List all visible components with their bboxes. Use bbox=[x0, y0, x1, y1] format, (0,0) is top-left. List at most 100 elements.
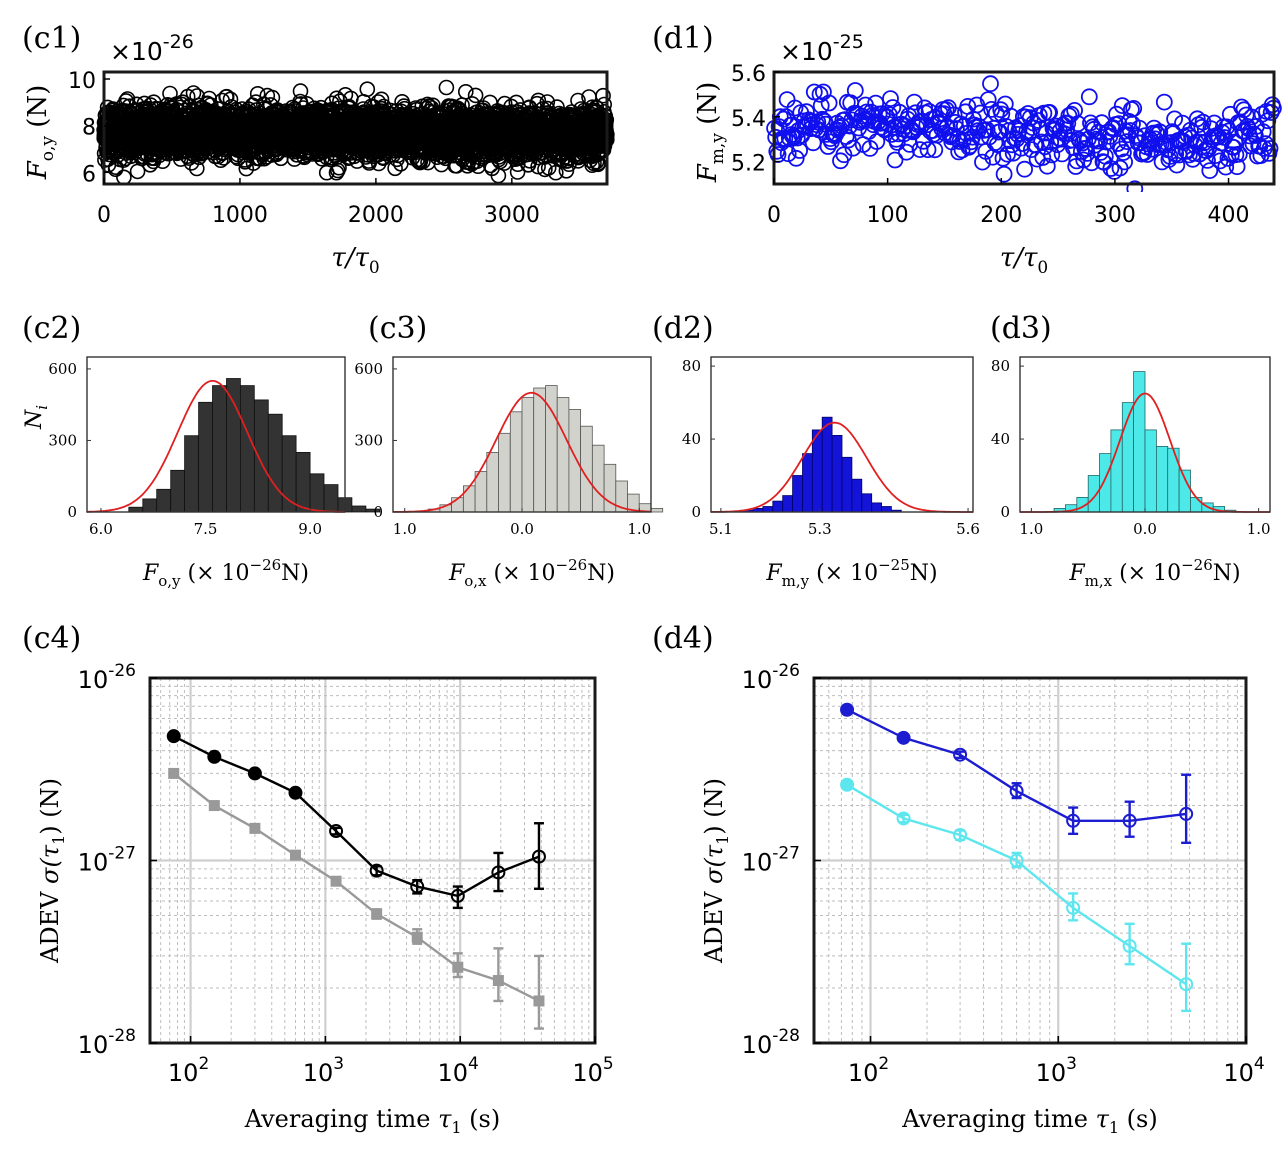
data-point bbox=[166, 729, 181, 744]
y-tick-label: 300 bbox=[48, 431, 77, 449]
y-axis-label: ADEV σ(τ1) (N) bbox=[700, 778, 732, 964]
histogram-bar bbox=[861, 493, 873, 513]
histogram-bars bbox=[427, 385, 664, 513]
data-point bbox=[1199, 151, 1216, 169]
y-tick-label: 40 bbox=[991, 430, 1010, 448]
histogram-bar bbox=[831, 434, 843, 513]
x-tick-label: 102 bbox=[168, 1054, 209, 1087]
data-point bbox=[1122, 939, 1137, 954]
data-point bbox=[1009, 784, 1024, 799]
histogram-bar bbox=[811, 429, 823, 513]
histogram-bar bbox=[881, 506, 892, 513]
data-point bbox=[411, 931, 423, 943]
series-1 bbox=[840, 777, 1194, 1013]
y-tick-label: 5.2 bbox=[731, 152, 766, 177]
gaussian-fit-curve bbox=[87, 380, 345, 513]
chart-c2: 6.0 7.5 9.0 0 300 600 Fo,y (× 10−26N) Ni bbox=[22, 356, 381, 590]
x-tick-label: 9.0 bbox=[298, 520, 322, 538]
y-tick-label: 10 bbox=[68, 69, 96, 94]
data-point bbox=[1254, 123, 1272, 141]
data-point bbox=[1126, 180, 1144, 192]
y-tick-label: 10-28 bbox=[742, 1026, 800, 1059]
y-tick-label: 10-26 bbox=[742, 661, 800, 694]
y-axis-label: Fo,y (N) bbox=[23, 85, 58, 181]
histogram-bar bbox=[295, 451, 311, 513]
data-point bbox=[896, 811, 911, 826]
x-tick-label: 102 bbox=[848, 1054, 889, 1087]
data-point bbox=[1053, 145, 1071, 163]
histogram-bar bbox=[782, 495, 794, 513]
x-tick-label: 0.0 bbox=[1133, 520, 1157, 538]
data-point bbox=[1066, 900, 1081, 915]
y-axis-label: ADEV σ(τ1) (N) bbox=[36, 778, 68, 964]
data-point bbox=[846, 82, 864, 99]
y-tick-label: 5.4 bbox=[731, 107, 766, 132]
histogram-bar bbox=[212, 385, 227, 513]
scatter-points bbox=[96, 79, 615, 186]
data-point bbox=[438, 79, 455, 96]
x-tick-label: 1.0 bbox=[1019, 520, 1043, 538]
histogram-bar bbox=[156, 488, 171, 513]
data-point bbox=[371, 908, 383, 920]
x-axis-label: Averaging time τ1 (s) bbox=[901, 1105, 1157, 1137]
histogram-bar bbox=[309, 473, 325, 513]
x-tick-label: 2000 bbox=[348, 203, 404, 228]
y-tick-label: 80 bbox=[682, 357, 701, 375]
plot-frame bbox=[710, 356, 974, 513]
data-point bbox=[1261, 140, 1279, 157]
data-point bbox=[558, 163, 575, 179]
data-point bbox=[330, 875, 342, 887]
data-point bbox=[882, 90, 899, 107]
data-point bbox=[369, 863, 384, 878]
data-point bbox=[1195, 134, 1213, 152]
histogram-bar bbox=[170, 469, 185, 513]
histogram-bar bbox=[253, 399, 269, 513]
panel-label-d1: (d1) bbox=[652, 21, 714, 56]
plot-frame bbox=[772, 70, 1276, 186]
data-point bbox=[840, 131, 857, 149]
histogram-bar bbox=[267, 413, 283, 513]
data-point bbox=[811, 85, 829, 103]
x-tick-label: 5.6 bbox=[956, 520, 980, 538]
data-point bbox=[189, 160, 205, 177]
data-point bbox=[1179, 977, 1194, 992]
data-point bbox=[1003, 136, 1021, 154]
data-point bbox=[840, 702, 855, 717]
x-axis-label: Fm,x (× 10−26N) bbox=[1068, 556, 1240, 590]
data-point bbox=[450, 888, 465, 903]
data-point bbox=[191, 149, 207, 166]
data-point bbox=[1113, 97, 1131, 114]
data-point bbox=[1226, 133, 1244, 151]
data-point bbox=[953, 747, 968, 762]
x-tick-label: 0 bbox=[97, 203, 111, 228]
histogram-bars bbox=[742, 416, 902, 513]
x-axis-label: Fo,y (× 10−26N) bbox=[142, 556, 309, 590]
x-tick-label: 3000 bbox=[484, 203, 540, 228]
panel-label-c3: (c3) bbox=[368, 311, 427, 346]
plot-frame bbox=[86, 356, 346, 513]
data-point bbox=[1166, 110, 1183, 128]
x-tick-label: 7.5 bbox=[194, 520, 218, 538]
data-point bbox=[840, 777, 855, 792]
histogram-bar bbox=[1156, 445, 1169, 513]
data-point bbox=[292, 83, 309, 99]
histogram-bar bbox=[592, 444, 605, 513]
data-point bbox=[1201, 162, 1219, 180]
histogram-bar bbox=[821, 416, 833, 513]
data-point bbox=[492, 975, 504, 987]
y-tick-label: 0 bbox=[373, 503, 383, 521]
data-point bbox=[999, 145, 1016, 163]
gaussian-fit-curve bbox=[393, 391, 651, 513]
axis-multiplier: ×10-25 bbox=[780, 31, 864, 66]
histogram-bar bbox=[556, 397, 570, 513]
histogram-bar bbox=[498, 432, 511, 513]
y-tick-label: 80 bbox=[991, 357, 1010, 375]
data-point bbox=[812, 97, 830, 115]
x-tick-label: 5.3 bbox=[808, 520, 832, 538]
y-tick-label: 5.6 bbox=[731, 62, 766, 87]
data-point bbox=[1108, 105, 1125, 123]
panel-label-c1: (c1) bbox=[22, 21, 81, 56]
x-tick-label: 400 bbox=[1208, 203, 1250, 228]
data-point bbox=[905, 93, 923, 111]
